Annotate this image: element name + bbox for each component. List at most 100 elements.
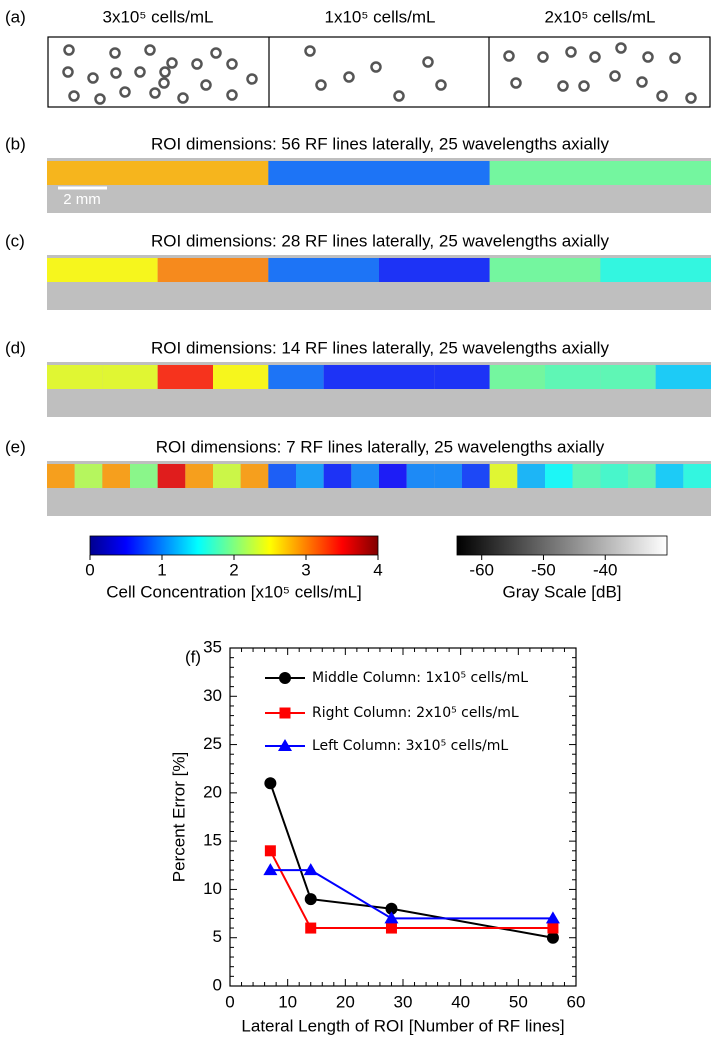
roi bbox=[268, 161, 490, 185]
cell bbox=[565, 46, 577, 58]
marker bbox=[546, 931, 559, 944]
cell bbox=[642, 51, 654, 63]
cell bbox=[119, 86, 131, 98]
marker bbox=[547, 922, 559, 934]
marker bbox=[385, 902, 398, 915]
cell bbox=[110, 67, 122, 79]
cell bbox=[685, 92, 697, 104]
roi bbox=[47, 161, 269, 185]
x-tick-label: 60 bbox=[567, 992, 586, 1011]
column-label: 3x10⁵ cells/mL bbox=[103, 7, 214, 26]
cell bbox=[370, 61, 382, 73]
x-axis-label: Lateral Length of ROI [Number of RF line… bbox=[241, 1016, 564, 1035]
cell bbox=[63, 44, 75, 56]
cell bbox=[537, 51, 549, 63]
panel-title: ROI dimensions: 28 RF lines laterally, 2… bbox=[151, 231, 609, 250]
series-line bbox=[269, 850, 553, 930]
roi bbox=[379, 258, 490, 282]
cell bbox=[210, 47, 222, 59]
roi bbox=[157, 464, 186, 488]
cell bbox=[158, 77, 170, 89]
colorbar bbox=[89, 535, 379, 556]
scale-bar-label: 2 mm bbox=[63, 191, 101, 208]
cell bbox=[636, 76, 648, 88]
marker bbox=[303, 863, 318, 876]
roi bbox=[240, 464, 269, 488]
y-tick-label: 15 bbox=[203, 831, 222, 850]
marker bbox=[263, 863, 278, 876]
roi bbox=[545, 464, 573, 488]
cell bbox=[159, 66, 171, 78]
cell bbox=[422, 56, 434, 68]
cell bbox=[87, 72, 99, 84]
cell bbox=[177, 92, 189, 104]
marker bbox=[545, 911, 560, 924]
colorbar-tick-label: -60 bbox=[469, 560, 494, 579]
roi bbox=[47, 258, 158, 282]
roi bbox=[102, 365, 158, 389]
cell bbox=[191, 58, 203, 70]
cell bbox=[609, 70, 621, 82]
panel-label: (c) bbox=[5, 231, 25, 250]
panel-label: (a) bbox=[5, 7, 26, 26]
marker bbox=[304, 893, 317, 906]
cell bbox=[304, 45, 316, 57]
x-tick-label: 0 bbox=[225, 992, 234, 1011]
roi bbox=[655, 365, 711, 389]
cell bbox=[656, 90, 668, 102]
colorbar-tick-label: 4 bbox=[373, 560, 382, 579]
cell bbox=[68, 90, 80, 102]
roi bbox=[489, 464, 518, 488]
cell bbox=[200, 79, 212, 91]
colorbar-label: Cell Concentration [x10⁵ cells/mL] bbox=[106, 582, 362, 601]
roi bbox=[434, 464, 462, 488]
roi bbox=[268, 365, 324, 389]
roi bbox=[74, 464, 103, 488]
x-tick-label: 20 bbox=[336, 992, 355, 1011]
roi bbox=[600, 464, 628, 488]
cell bbox=[510, 77, 522, 89]
roi bbox=[406, 464, 435, 488]
y-tick-label: 20 bbox=[203, 782, 222, 801]
cell bbox=[226, 89, 238, 101]
roi bbox=[213, 464, 241, 488]
roi bbox=[683, 464, 711, 488]
marker bbox=[264, 845, 276, 857]
roi bbox=[213, 365, 269, 389]
y-axis-label: Percent Error [%] bbox=[169, 752, 188, 882]
roi bbox=[434, 365, 490, 389]
colorbar-label: Gray Scale [dB] bbox=[502, 582, 621, 601]
roi bbox=[379, 464, 407, 488]
roi bbox=[185, 464, 213, 488]
colorbar-tick-label: 2 bbox=[229, 560, 238, 579]
colorbar-tick-label: 0 bbox=[85, 560, 94, 579]
y-tick-label: 30 bbox=[203, 686, 222, 705]
roi bbox=[600, 365, 656, 389]
panel-label: (f) bbox=[185, 647, 201, 666]
column-label: 1x10⁵ cells/mL bbox=[325, 7, 436, 26]
cell bbox=[343, 71, 355, 83]
cell bbox=[615, 42, 627, 54]
cell bbox=[669, 52, 681, 64]
x-tick-label: 10 bbox=[278, 992, 297, 1011]
colorbar-tick-label: 3 bbox=[301, 560, 310, 579]
cell bbox=[246, 73, 258, 85]
y-tick-label: 5 bbox=[213, 927, 222, 946]
roi bbox=[157, 365, 213, 389]
roi bbox=[47, 464, 75, 488]
roi bbox=[323, 464, 352, 488]
panel-title: ROI dimensions: 14 RF lines laterally, 2… bbox=[151, 338, 609, 357]
cell bbox=[144, 44, 156, 56]
cell-box bbox=[47, 36, 711, 108]
cell bbox=[226, 58, 238, 70]
colorbar-tick-label: 1 bbox=[157, 560, 166, 579]
colorbar bbox=[456, 535, 668, 556]
panel-label: (b) bbox=[5, 134, 26, 153]
marker bbox=[305, 922, 317, 934]
roi bbox=[379, 365, 435, 389]
y-tick-label: 25 bbox=[203, 734, 222, 753]
cell bbox=[578, 80, 590, 92]
roi bbox=[296, 464, 324, 488]
cell bbox=[435, 79, 447, 91]
